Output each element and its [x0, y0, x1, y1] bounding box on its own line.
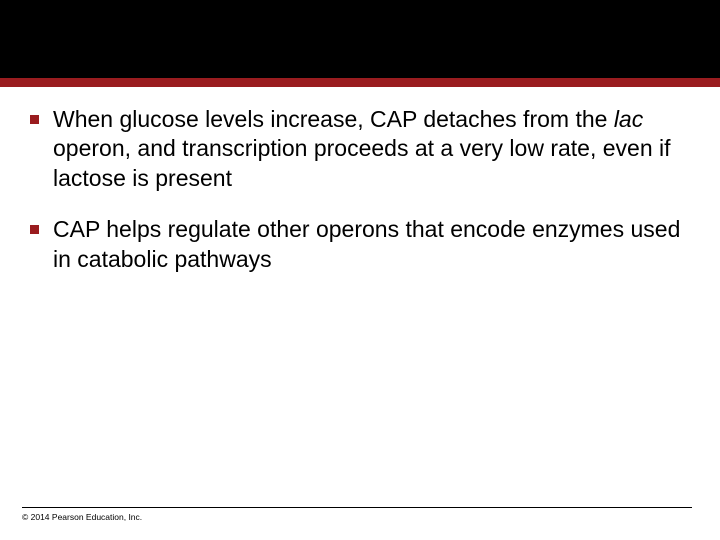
- footer-divider: [22, 507, 692, 508]
- header-red-bar: [0, 78, 720, 87]
- copyright-text: © 2014 Pearson Education, Inc.: [22, 512, 142, 522]
- bullet-text: CAP helps regulate other operons that en…: [53, 215, 690, 274]
- header-black-bar: [0, 0, 720, 78]
- slide-content: When glucose levels increase, CAP detach…: [0, 87, 720, 274]
- bullet-item: CAP helps regulate other operons that en…: [30, 215, 690, 274]
- bullet-text: When glucose levels increase, CAP detach…: [53, 105, 690, 193]
- bullet-marker: [30, 225, 39, 234]
- bullet-marker: [30, 115, 39, 124]
- bullet-item: When glucose levels increase, CAP detach…: [30, 105, 690, 193]
